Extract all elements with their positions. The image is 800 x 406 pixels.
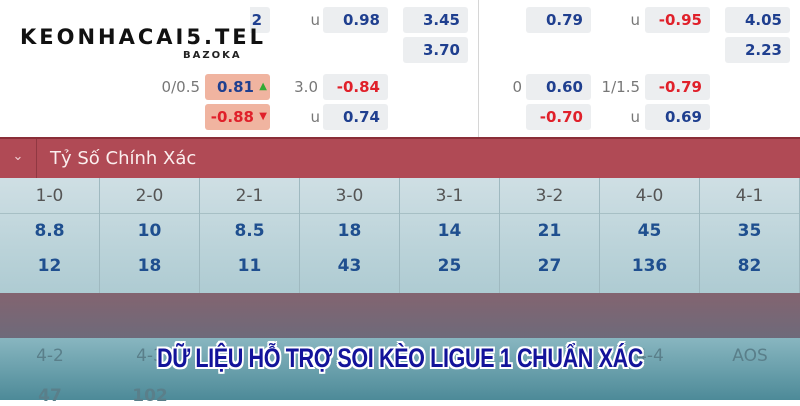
score-column: 4-0 45 136 bbox=[600, 178, 700, 293]
score-label: 4-1 bbox=[700, 178, 799, 214]
score-odds-away[interactable]: 12 bbox=[37, 256, 62, 276]
under-label: u bbox=[630, 11, 640, 29]
total-label: 3.0 bbox=[294, 78, 318, 96]
score-column: 3-2 21 27 bbox=[500, 178, 600, 293]
score-label: 3-1 bbox=[400, 178, 499, 214]
score-odds-away[interactable]: 82 bbox=[737, 256, 762, 276]
odds-cell[interactable]: 0.98 bbox=[323, 7, 388, 33]
odds-value: -0.88 bbox=[210, 108, 254, 126]
score-odds-home[interactable]: 8.8 bbox=[34, 221, 65, 241]
score-odds-away[interactable]: 136 bbox=[631, 256, 668, 276]
score-column: 1-0 8.8 12 bbox=[0, 178, 100, 293]
score-odds-home[interactable]: 35 bbox=[737, 221, 762, 241]
section-band bbox=[0, 293, 800, 338]
correct-score-table-row2: 4-2 4-3 4-4 AOS 47 102 bbox=[0, 338, 800, 406]
odds-cell[interactable]: 0.79 bbox=[526, 7, 591, 33]
correct-score-table: 1-0 8.8 12 2-0 10 18 2-1 8.5 11 3-0 18 43 3-… bbox=[0, 178, 800, 293]
score-column: 3-1 14 25 bbox=[400, 178, 500, 293]
odds-cell[interactable]: 2.23 bbox=[725, 37, 790, 63]
odds-value: 0.81 bbox=[216, 78, 254, 96]
score-label: 4-2 bbox=[36, 346, 64, 366]
total-label: 1/1.5 bbox=[601, 78, 640, 96]
under-label: u bbox=[310, 108, 320, 126]
score-odds-home[interactable]: 14 bbox=[437, 221, 462, 241]
score-label: 3-0 bbox=[300, 178, 399, 214]
score-odds: 102 bbox=[132, 386, 168, 406]
arrow-up-icon: ▲ bbox=[259, 81, 267, 92]
odds-cell[interactable]: -0.70 bbox=[526, 104, 591, 130]
score-label: 2-0 bbox=[100, 178, 199, 214]
score-label: 1-0 bbox=[0, 178, 99, 214]
score-label: 4-4 bbox=[636, 346, 664, 366]
odds-cell[interactable]: -0.79 bbox=[645, 74, 710, 100]
score-label: 3-2 bbox=[500, 178, 599, 214]
odds-cell[interactable]: -0.88 ▼ bbox=[205, 104, 270, 130]
score-odds-away[interactable]: 18 bbox=[137, 256, 162, 276]
arrow-down-icon: ▼ bbox=[259, 111, 267, 122]
score-column: 3-0 18 43 bbox=[300, 178, 400, 293]
score-odds-home[interactable]: 18 bbox=[337, 221, 362, 241]
odds-cell[interactable]: 3.70 bbox=[403, 37, 468, 63]
handicap-label: 0 bbox=[512, 78, 522, 96]
score-odds-home[interactable]: 8.5 bbox=[234, 221, 265, 241]
score-odds-away[interactable]: 27 bbox=[537, 256, 562, 276]
score-column: 2-0 10 18 bbox=[100, 178, 200, 293]
odds-cell[interactable]: 3.45 bbox=[403, 7, 468, 33]
section-header[interactable]: ⌄ Tỷ Số Chính Xác bbox=[0, 137, 800, 178]
score-odds-home[interactable]: 21 bbox=[537, 221, 562, 241]
logo-subtext: BAZOKA bbox=[183, 50, 242, 61]
score-odds-home[interactable]: 45 bbox=[637, 221, 662, 241]
odds-cell[interactable]: 0.60 bbox=[526, 74, 591, 100]
logo-text: KEONHACAI5.TEL bbox=[20, 25, 266, 49]
score-odds: 47 bbox=[38, 386, 62, 406]
score-odds-away[interactable]: 43 bbox=[337, 256, 362, 276]
score-label: AOS bbox=[732, 346, 768, 366]
odds-cell[interactable]: -0.95 bbox=[645, 7, 710, 33]
under-label: u bbox=[630, 108, 640, 126]
score-column: 4-1 35 82 bbox=[700, 178, 800, 293]
score-column: 2-1 8.5 11 bbox=[200, 178, 300, 293]
logo: KEONHACAI5.TEL BAZOKA bbox=[0, 0, 263, 68]
score-odds-away[interactable]: 25 bbox=[437, 256, 462, 276]
odds-cell[interactable]: 0.74 bbox=[323, 104, 388, 130]
divider bbox=[478, 0, 479, 137]
score-odds-away[interactable]: 11 bbox=[237, 256, 262, 276]
odds-cell[interactable]: -0.84 bbox=[323, 74, 388, 100]
under-label: u bbox=[310, 11, 320, 29]
odds-cell[interactable]: 0.69 bbox=[645, 104, 710, 130]
banner-title: DỮ LIỆU HỖ TRỢ SOI KÈO LIGUE 1 CHUẨN XÁC bbox=[157, 343, 643, 373]
score-label: 2-1 bbox=[200, 178, 299, 214]
score-odds-home[interactable]: 10 bbox=[137, 221, 162, 241]
score-label: 4-3 bbox=[136, 346, 164, 366]
odds-cell[interactable]: 4.05 bbox=[725, 7, 790, 33]
section-title: Tỷ Số Chính Xác bbox=[50, 148, 197, 169]
chevron-down-icon[interactable]: ⌄ bbox=[0, 139, 37, 178]
score-label: 4-0 bbox=[600, 178, 699, 214]
odds-cell[interactable]: 0.81 ▲ bbox=[205, 74, 270, 100]
handicap-label: 0/0.5 bbox=[161, 78, 200, 96]
